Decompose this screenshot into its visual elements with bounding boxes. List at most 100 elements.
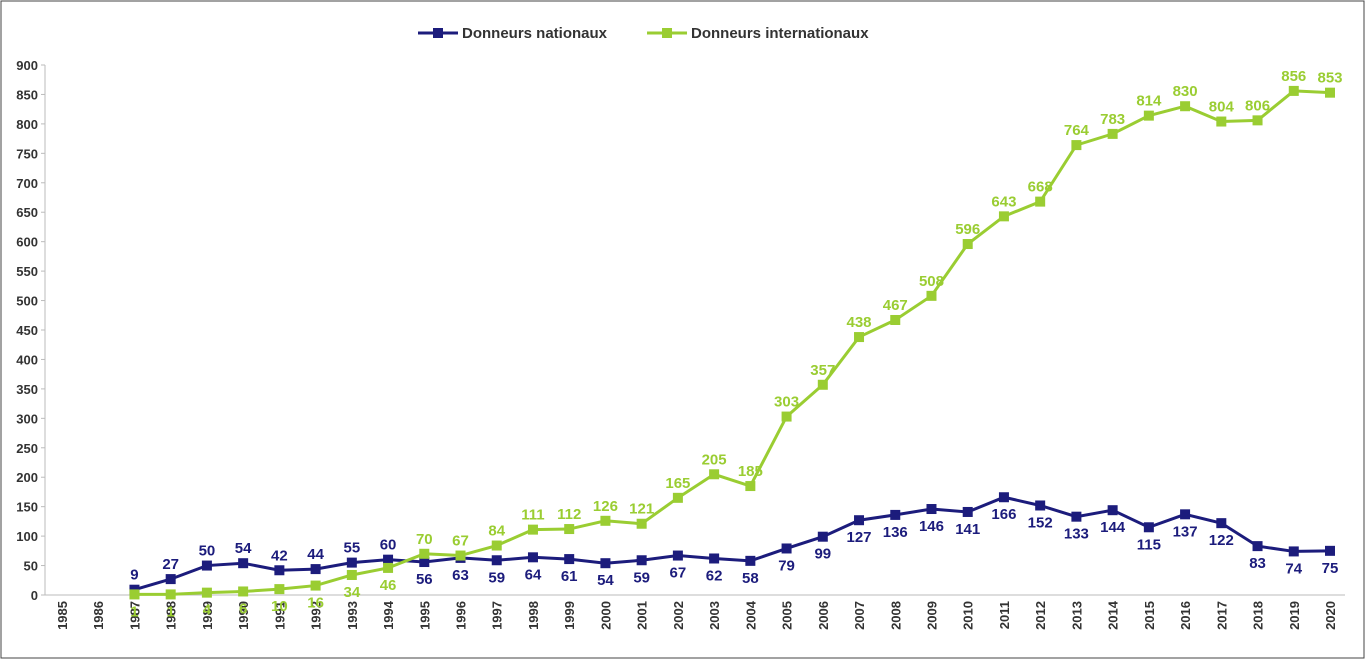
x-tick-label: 1987 bbox=[127, 601, 142, 630]
data-label: 111 bbox=[521, 507, 544, 524]
y-tick-label: 350 bbox=[16, 382, 38, 397]
point-marker bbox=[1107, 505, 1118, 516]
point-marker bbox=[600, 515, 611, 526]
point-marker bbox=[310, 580, 321, 591]
data-label: 55 bbox=[343, 540, 360, 557]
x-tick-label: 1988 bbox=[164, 601, 179, 630]
point-marker bbox=[1288, 546, 1299, 557]
data-label: 1 bbox=[167, 603, 175, 620]
data-label: 133 bbox=[1064, 526, 1089, 543]
data-label: 764 bbox=[1064, 122, 1090, 139]
data-label: 83 bbox=[1249, 555, 1266, 572]
x-tick-label: 2011 bbox=[997, 601, 1012, 629]
data-label: 141 bbox=[955, 521, 980, 538]
y-tick-label: 800 bbox=[16, 117, 38, 132]
point-marker bbox=[781, 543, 792, 554]
point-marker bbox=[817, 531, 828, 542]
x-tick-label: 2009 bbox=[924, 601, 939, 630]
point-marker bbox=[1035, 500, 1046, 511]
x-tick-label: 1991 bbox=[272, 601, 287, 630]
point-marker bbox=[709, 553, 720, 564]
data-label: 67 bbox=[452, 533, 469, 550]
point-marker bbox=[238, 558, 249, 569]
x-tick-label: 2016 bbox=[1178, 601, 1193, 630]
point-marker bbox=[1252, 541, 1263, 552]
data-label: 74 bbox=[1285, 560, 1302, 577]
data-label: 814 bbox=[1136, 93, 1162, 110]
point-marker bbox=[1288, 85, 1299, 96]
data-label: 165 bbox=[665, 475, 690, 492]
point-marker bbox=[274, 565, 285, 576]
data-label: 54 bbox=[235, 540, 252, 557]
y-tick-label: 750 bbox=[16, 146, 38, 161]
data-label: 115 bbox=[1137, 536, 1161, 553]
x-tick-label: 2006 bbox=[816, 601, 831, 630]
y-tick-label: 700 bbox=[16, 176, 38, 191]
data-label: 508 bbox=[919, 273, 944, 290]
legend: Donneurs nationaux Donneurs internationau… bbox=[418, 25, 869, 42]
data-label: 205 bbox=[702, 451, 727, 468]
point-marker bbox=[1071, 140, 1082, 151]
data-label: 668 bbox=[1028, 179, 1053, 196]
x-tick-label: 1995 bbox=[417, 601, 432, 630]
point-marker bbox=[781, 411, 792, 422]
y-tick-label: 150 bbox=[16, 500, 38, 515]
y-tick-label: 250 bbox=[16, 441, 38, 456]
point-marker bbox=[709, 469, 720, 480]
point-marker bbox=[1035, 196, 1046, 207]
data-label: 127 bbox=[847, 529, 872, 546]
point-marker bbox=[926, 290, 937, 301]
point-marker bbox=[962, 506, 973, 517]
data-label: 112 bbox=[557, 506, 581, 523]
point-marker bbox=[1143, 522, 1154, 533]
x-tick-label: 2018 bbox=[1251, 601, 1266, 630]
series-line bbox=[134, 89, 1331, 596]
point-marker bbox=[491, 555, 502, 566]
y-tick-label: 600 bbox=[16, 235, 38, 250]
data-label: 806 bbox=[1245, 97, 1270, 114]
data-label: 830 bbox=[1173, 83, 1198, 100]
x-tick-label: 1986 bbox=[91, 601, 106, 630]
x-tick-label: 1996 bbox=[454, 601, 469, 630]
data-label: 44 bbox=[307, 546, 324, 563]
point-marker bbox=[745, 555, 756, 566]
point-marker bbox=[854, 332, 865, 343]
point-marker bbox=[346, 557, 357, 568]
point-marker bbox=[817, 379, 828, 390]
data-label: 63 bbox=[452, 567, 469, 584]
x-tick-label: 2008 bbox=[888, 601, 903, 630]
y-tick-label: 850 bbox=[16, 87, 38, 102]
data-label: 357 bbox=[810, 362, 835, 379]
y-tick-label: 200 bbox=[16, 470, 38, 485]
x-tick-label: 1999 bbox=[562, 601, 577, 630]
point-marker bbox=[1252, 115, 1263, 126]
point-marker bbox=[419, 557, 430, 568]
point-marker bbox=[672, 492, 683, 503]
point-marker bbox=[745, 481, 756, 492]
y-tick-label: 450 bbox=[16, 323, 38, 338]
point-marker bbox=[962, 239, 973, 250]
point-marker bbox=[1180, 509, 1191, 520]
x-tick-label: 1994 bbox=[381, 600, 396, 630]
x-tick-label: 1990 bbox=[236, 601, 251, 630]
point-marker bbox=[201, 560, 212, 571]
data-label: 56 bbox=[416, 571, 433, 588]
data-label: 783 bbox=[1100, 111, 1125, 128]
x-tick-label: 2010 bbox=[961, 601, 976, 630]
data-label: 856 bbox=[1281, 68, 1306, 85]
y-tick-label: 650 bbox=[16, 205, 38, 220]
legend-label: Donneurs internationaux bbox=[691, 25, 869, 42]
x-tick-label: 1992 bbox=[309, 601, 324, 630]
x-tick-label: 2015 bbox=[1142, 601, 1157, 630]
x-tick-label: 2001 bbox=[635, 601, 650, 630]
point-marker bbox=[1325, 87, 1335, 98]
data-label: 166 bbox=[991, 506, 1016, 523]
data-label: 99 bbox=[814, 546, 831, 563]
data-label: 121 bbox=[629, 501, 654, 518]
point-marker bbox=[998, 211, 1009, 222]
x-tick-label: 2020 bbox=[1323, 601, 1338, 630]
y-tick-label: 500 bbox=[16, 294, 38, 309]
data-label: 136 bbox=[883, 524, 908, 541]
data-label: 50 bbox=[199, 543, 216, 560]
